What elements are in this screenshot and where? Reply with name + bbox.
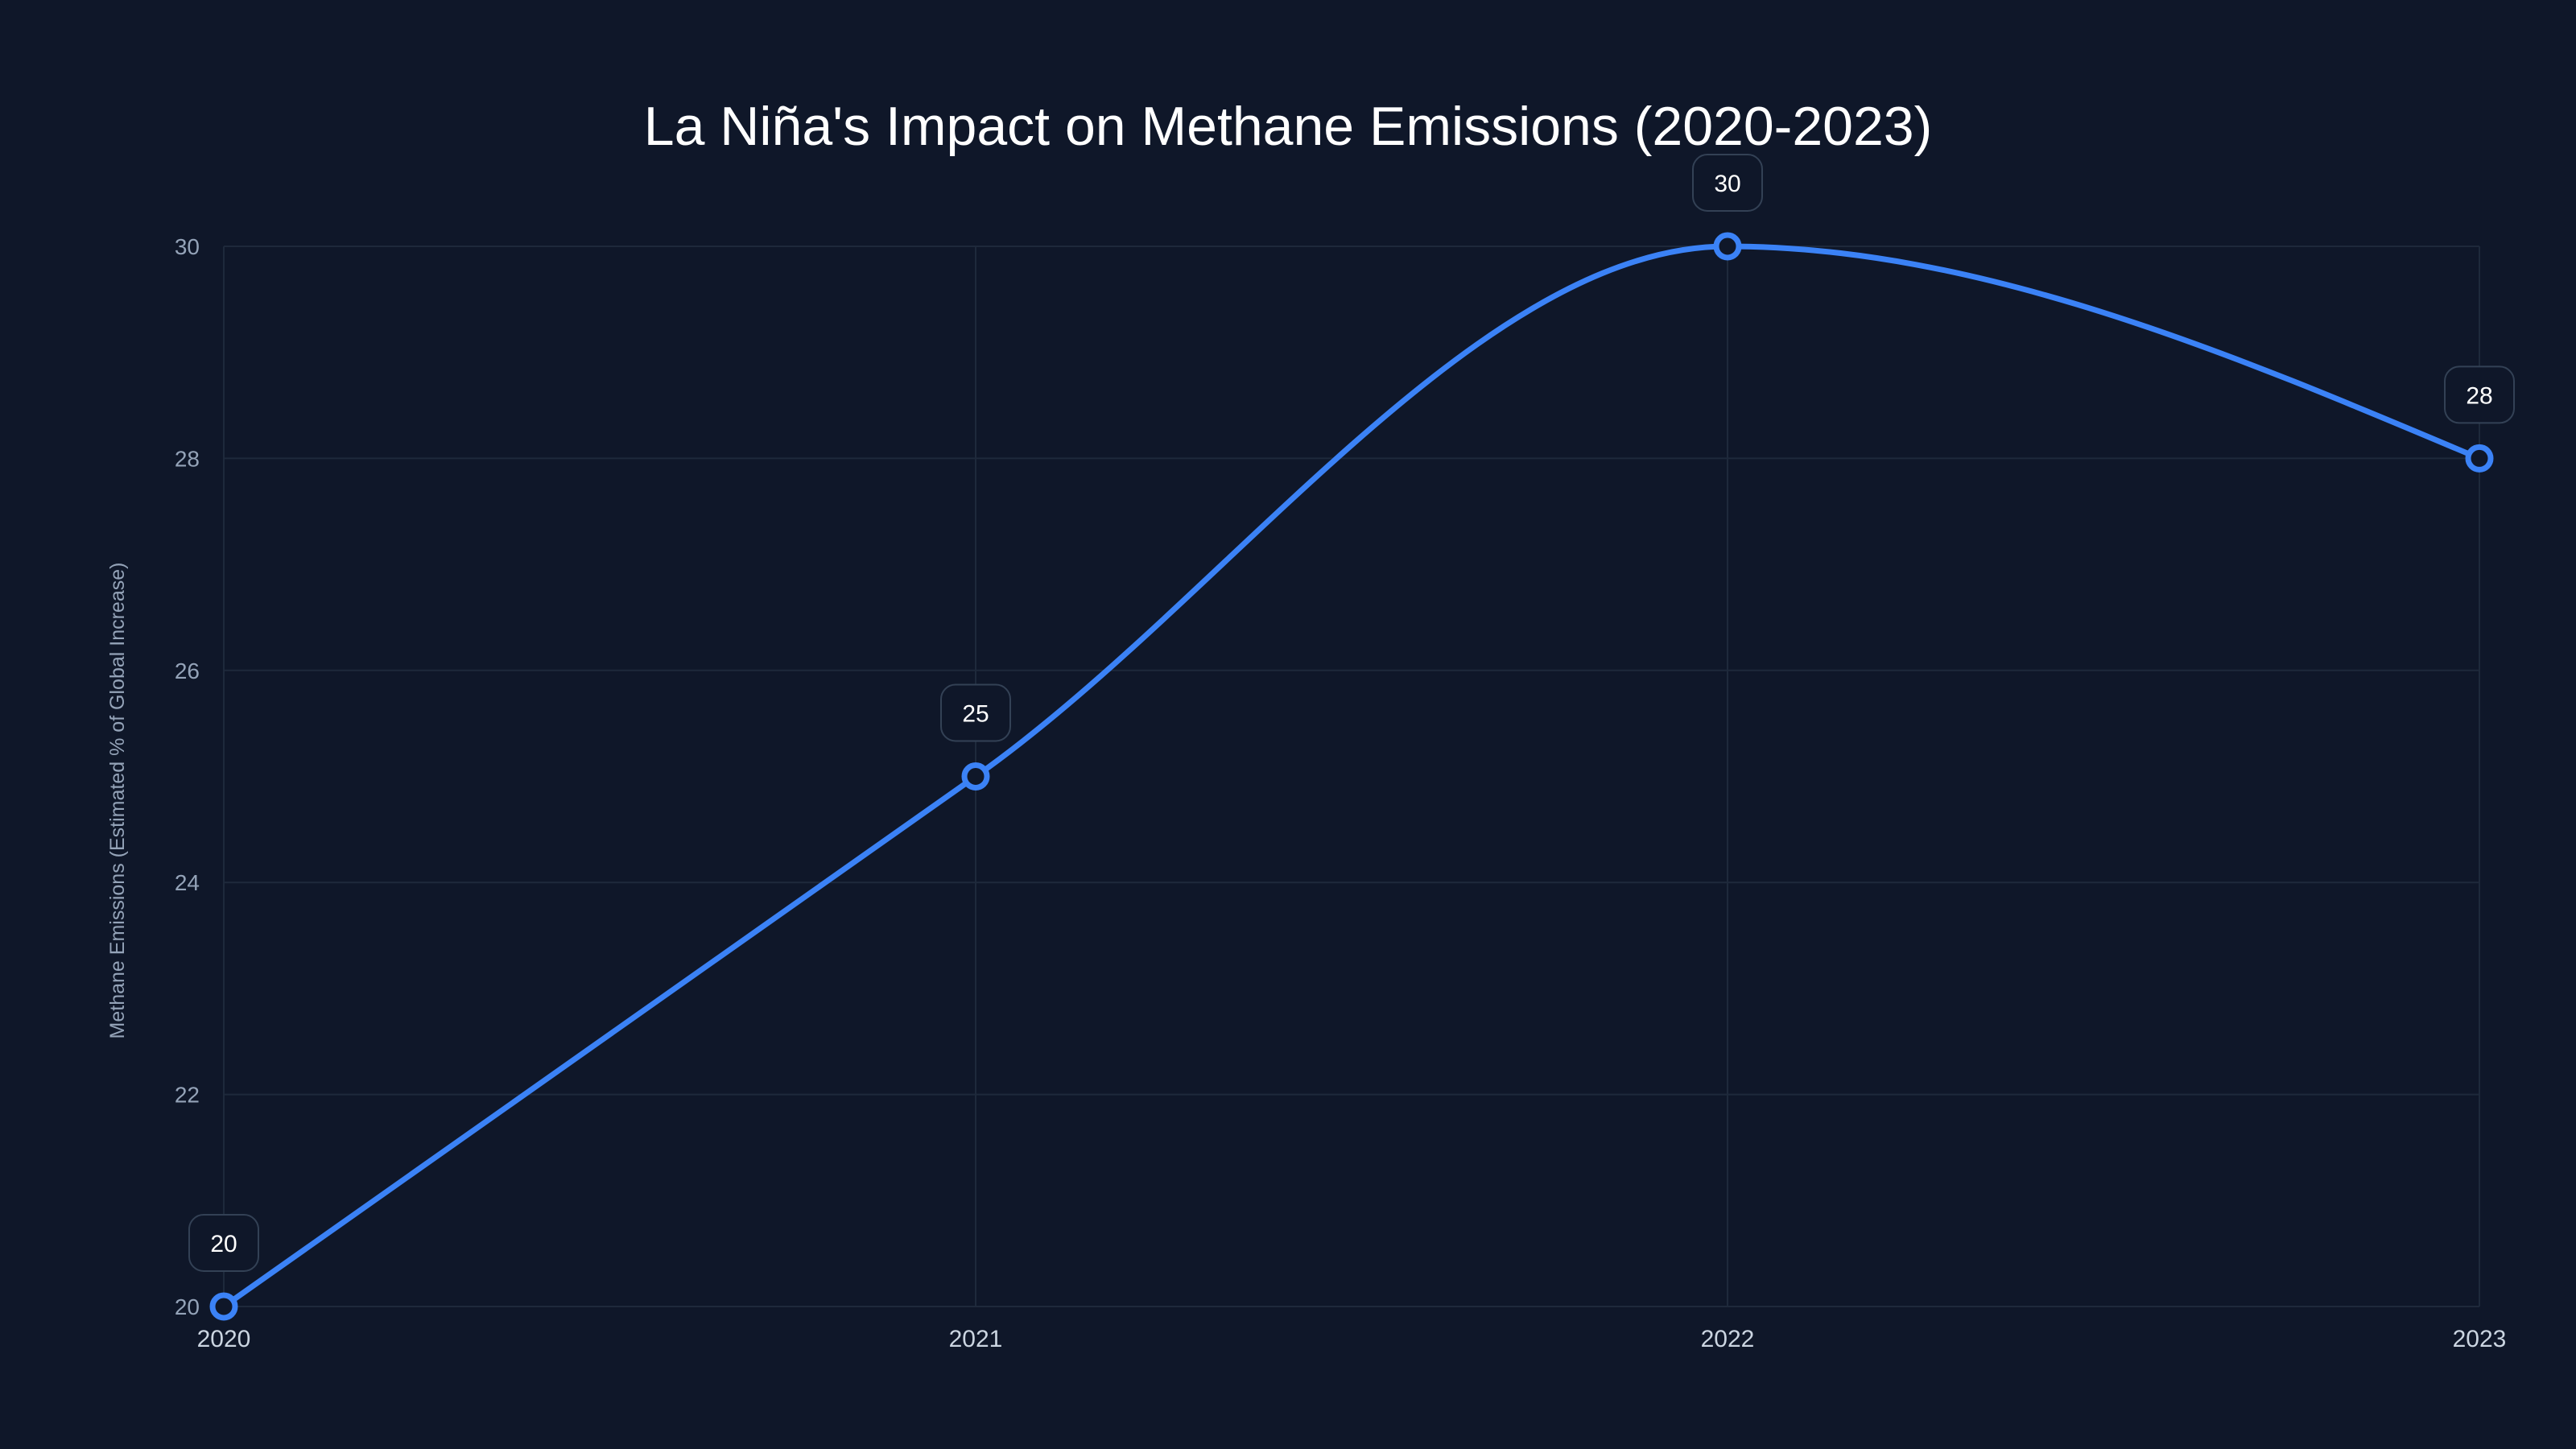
- series-line: [221, 243, 2483, 1310]
- data-label: 20: [210, 1231, 237, 1257]
- y-tick-label: 28: [175, 446, 200, 471]
- y-tick-label: 30: [175, 234, 200, 259]
- y-tick-label: 26: [175, 658, 200, 683]
- data-label-box: [1692, 154, 1763, 212]
- data-label: 30: [1714, 171, 1740, 197]
- data-label-box: [2444, 365, 2515, 424]
- x-tick-label: 2020: [197, 1326, 251, 1352]
- data-label-box: [940, 683, 1011, 742]
- y-axis-label: Methane Emissions (Estimated % of Global…: [106, 563, 129, 1039]
- x-tick-label: 2023: [2453, 1326, 2507, 1352]
- y-tick-label: 24: [175, 870, 200, 895]
- data-point: [1713, 232, 1742, 261]
- data-label-box: [188, 1214, 259, 1272]
- x-tick-label: 2022: [1701, 1326, 1755, 1352]
- data-point: [209, 1292, 238, 1321]
- data-label: 25: [962, 701, 989, 728]
- chart-title: La Niña's Impact on Methane Emissions (2…: [643, 96, 1933, 157]
- data-point: [2465, 444, 2494, 473]
- y-tick-label: 20: [175, 1294, 200, 1319]
- data-point: [961, 762, 990, 791]
- data-label: 28: [2466, 382, 2492, 409]
- x-tick-label: 2021: [949, 1326, 1003, 1352]
- y-tick-label: 22: [175, 1083, 200, 1108]
